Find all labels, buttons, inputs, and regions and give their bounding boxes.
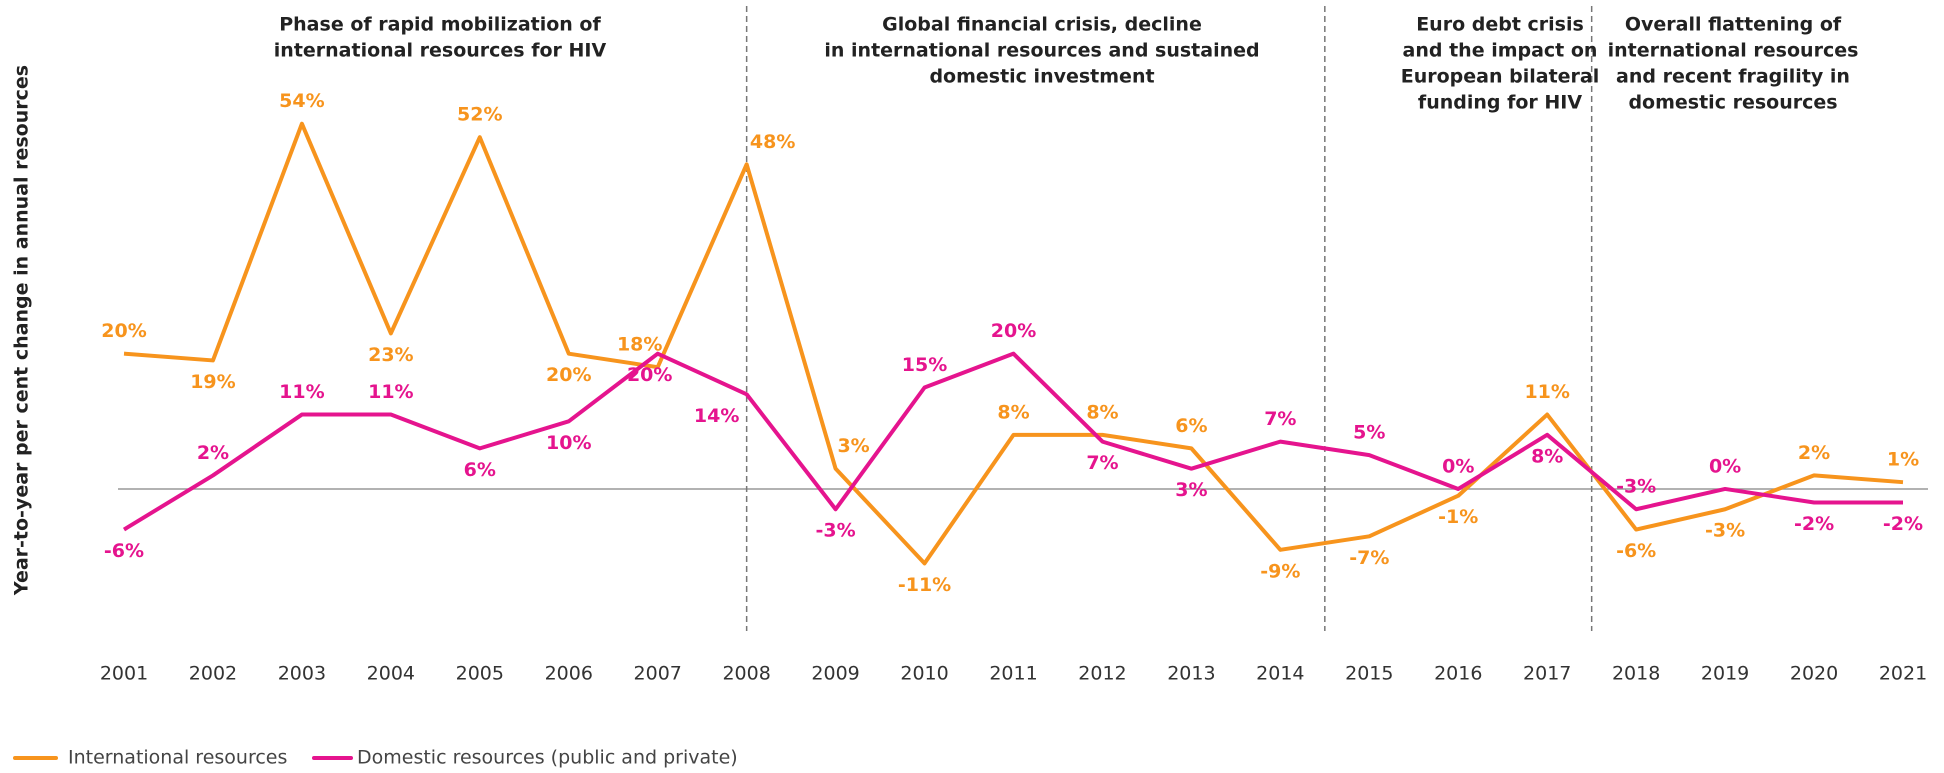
data-label: 19% xyxy=(190,371,235,393)
phase-annotation: and recent fragility in xyxy=(1616,66,1850,88)
data-label: -1% xyxy=(1438,506,1478,528)
x-tick-label: 2017 xyxy=(1523,663,1571,685)
data-label: 3% xyxy=(837,435,869,457)
data-label: 7% xyxy=(1086,452,1118,474)
data-label: 14% xyxy=(694,405,739,427)
phase-annotation: Phase of rapid mobilization of xyxy=(279,14,601,36)
phase-annotation: international resources xyxy=(1608,40,1859,62)
phase-annotation: Global financial crisis, decline xyxy=(882,14,1202,36)
data-label: 8% xyxy=(1086,401,1118,423)
phase-annotation: funding for HIV xyxy=(1418,92,1582,114)
phase-annotation: domestic resources xyxy=(1628,92,1837,114)
data-label: 5% xyxy=(1353,422,1385,444)
data-label: -2% xyxy=(1883,513,1923,535)
data-label: 18% xyxy=(617,334,662,356)
data-label: -9% xyxy=(1260,560,1300,582)
data-label: -7% xyxy=(1349,547,1389,569)
phase-annotation: in international resources and sustained xyxy=(824,40,1259,62)
x-tick-label: 2002 xyxy=(189,663,237,685)
series-line xyxy=(122,351,1903,532)
data-label: 20% xyxy=(546,364,591,386)
data-label: -2% xyxy=(1794,513,1834,535)
data-label: 3% xyxy=(1175,479,1207,501)
data-label: 10% xyxy=(546,432,591,454)
data-label: -6% xyxy=(104,540,144,562)
legend-label: International resources xyxy=(68,747,287,769)
data-label: 8% xyxy=(997,401,1029,423)
phase-annotation: Overall flattening of xyxy=(1625,14,1842,36)
data-label: 7% xyxy=(1264,408,1296,430)
data-label: 20% xyxy=(627,364,672,386)
data-label: 11% xyxy=(1524,381,1569,403)
data-label: -11% xyxy=(898,574,951,596)
x-tick-label: 2006 xyxy=(545,663,593,685)
x-tick-label: 2011 xyxy=(989,663,1037,685)
x-tick-label: 2010 xyxy=(900,663,948,685)
data-label: 11% xyxy=(279,381,324,403)
data-label: 0% xyxy=(1442,455,1474,477)
series-line xyxy=(123,121,1904,566)
data-label: 48% xyxy=(750,131,795,153)
x-tick-label: 2009 xyxy=(811,663,859,685)
x-tick-label: 2021 xyxy=(1879,663,1927,685)
data-label: 6% xyxy=(1175,415,1207,437)
x-tick-label: 2003 xyxy=(278,663,326,685)
x-tick-label: 2016 xyxy=(1434,663,1482,685)
data-label: 11% xyxy=(368,381,413,403)
data-label: 20% xyxy=(991,320,1036,342)
data-label: -3% xyxy=(1616,476,1656,498)
phase-annotation: domestic investment xyxy=(929,66,1154,88)
x-tick-label: 2007 xyxy=(634,663,682,685)
x-tick-label: 2004 xyxy=(367,663,415,685)
phase-annotation: and the impact on xyxy=(1403,40,1598,62)
x-tick-label: 2008 xyxy=(722,663,770,685)
x-tick-label: 2014 xyxy=(1256,663,1304,685)
data-label: 1% xyxy=(1887,449,1919,471)
data-label: -3% xyxy=(1705,520,1745,542)
data-label: 2% xyxy=(1798,442,1830,464)
data-label: -3% xyxy=(816,520,856,542)
phase-annotation: Euro debt crisis xyxy=(1416,14,1584,36)
data-label: 15% xyxy=(902,354,947,376)
x-tick-label: 2001 xyxy=(100,663,148,685)
x-tick-label: 2018 xyxy=(1612,663,1660,685)
data-label: 54% xyxy=(279,90,324,112)
x-tick-label: 2020 xyxy=(1790,663,1838,685)
data-label: 20% xyxy=(101,320,146,342)
data-label: 2% xyxy=(197,442,229,464)
y-axis-label: Year-to-year per cent change in annual r… xyxy=(11,65,33,596)
x-tick-label: 2015 xyxy=(1345,663,1393,685)
phase-annotation: international resources for HIV xyxy=(274,40,607,62)
x-tick-label: 2019 xyxy=(1701,663,1749,685)
data-label: 23% xyxy=(368,344,413,366)
data-label: 52% xyxy=(457,104,502,126)
phase-annotation: European bilateral xyxy=(1401,66,1600,88)
data-label: 8% xyxy=(1531,445,1563,467)
x-tick-label: 2013 xyxy=(1167,663,1215,685)
data-label: 6% xyxy=(464,459,496,481)
data-label: -6% xyxy=(1616,540,1656,562)
legend-label: Domestic resources (public and private) xyxy=(357,747,738,769)
data-label: 0% xyxy=(1709,455,1741,477)
x-tick-label: 2012 xyxy=(1078,663,1126,685)
x-tick-label: 2005 xyxy=(456,663,504,685)
